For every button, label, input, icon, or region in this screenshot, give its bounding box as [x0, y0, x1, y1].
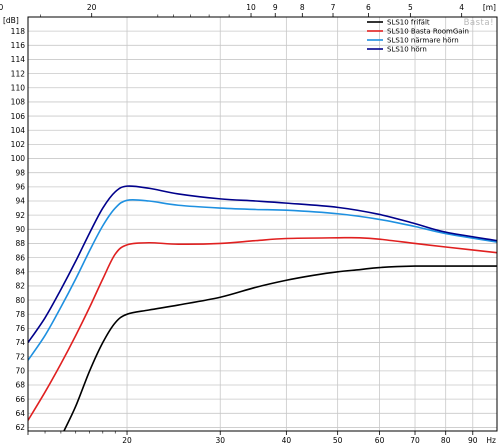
- x-tick-label: 50: [333, 436, 343, 445]
- top-tick-label: 7: [331, 3, 336, 12]
- y-tick-label: 78: [15, 310, 25, 319]
- y-tick-label: 86: [15, 253, 25, 262]
- y-tick-label: 110: [11, 83, 26, 92]
- series-line: [28, 198, 497, 361]
- x-tick-label: 90: [468, 436, 478, 445]
- y-tick-label: 108: [11, 98, 26, 107]
- top-tick-label: 9: [273, 3, 278, 12]
- y-tick-label: 92: [15, 211, 25, 220]
- top-tick-label: 5: [408, 3, 413, 12]
- y-tick-label: 112: [11, 69, 26, 78]
- y-tick-label: 66: [15, 395, 25, 404]
- x-tick-label: 60: [375, 436, 385, 445]
- y-tick-label: 80: [15, 296, 25, 305]
- y-tick-label: 100: [11, 154, 26, 163]
- x-axis: 20 30 40 50 60 70 80 90: [27, 431, 478, 445]
- y-tick-label: 106: [11, 112, 26, 121]
- top-axis-wavelength: 30 20 10 9 8 7 6 5 4: [0, 3, 464, 17]
- top-tick-label: 10: [246, 3, 256, 12]
- y-tick-label: 68: [15, 381, 25, 390]
- y-tick-label: 94: [15, 197, 25, 206]
- y-tick-label: 114: [11, 55, 26, 64]
- y-tick-label: 82: [15, 282, 25, 291]
- top-tick-label: 4: [459, 3, 464, 12]
- top-tick-label: 6: [366, 3, 371, 12]
- legend-label: SLS10 närmare hörn: [387, 37, 459, 45]
- top-tick-label: 20: [87, 3, 97, 12]
- series-line: [63, 265, 497, 431]
- y-tick-label: 74: [15, 338, 25, 347]
- y-tick-label: 102: [11, 140, 26, 149]
- y-tick-label: 70: [15, 367, 25, 376]
- grid-lines: [28, 17, 497, 431]
- y-axis-unit-label: [dB]: [3, 16, 19, 25]
- plot-frame: [27, 16, 498, 432]
- y-tick-label: 72: [15, 352, 25, 361]
- y-tick-label: 64: [15, 409, 25, 418]
- x-tick-label: 70: [410, 436, 420, 445]
- legend-label: SLS10 hörn: [387, 46, 427, 54]
- y-tick-label: 88: [15, 239, 25, 248]
- series-lines: [28, 185, 497, 431]
- y-tick-label: 62: [15, 423, 25, 432]
- x-tick-label: 80: [441, 436, 451, 445]
- y-tick-label: 76: [15, 324, 25, 333]
- y-tick-label: 118: [11, 27, 26, 36]
- x-tick-label: 20: [122, 436, 132, 445]
- series-line: [28, 236, 497, 421]
- x-tick-label: 40: [282, 436, 292, 445]
- top-tick-label: 30: [0, 3, 3, 12]
- y-tick-label: 96: [15, 183, 25, 192]
- y-tick-label: 104: [11, 126, 26, 135]
- y-tick-label: 98: [15, 168, 25, 177]
- watermark: Basta!: [464, 18, 494, 28]
- y-tick-label: 116: [11, 41, 26, 50]
- y-axis: 62 64 66 68 70 72 74 76 78 80 82 84 86 88 90 92 94 96 98 10…: [11, 27, 26, 432]
- x-tick-label: 30: [215, 436, 225, 445]
- y-tick-label: 90: [15, 225, 25, 234]
- y-tick-label: 84: [15, 267, 25, 276]
- legend-label: SLS10 Basta RoomGain: [387, 28, 469, 36]
- x-axis-unit-label: Hz: [486, 436, 496, 445]
- series-line: [28, 185, 497, 343]
- top-tick-label: 8: [300, 3, 305, 12]
- top-axis-unit-label: [m]: [483, 3, 496, 12]
- legend-label: SLS10 frifält: [387, 19, 430, 27]
